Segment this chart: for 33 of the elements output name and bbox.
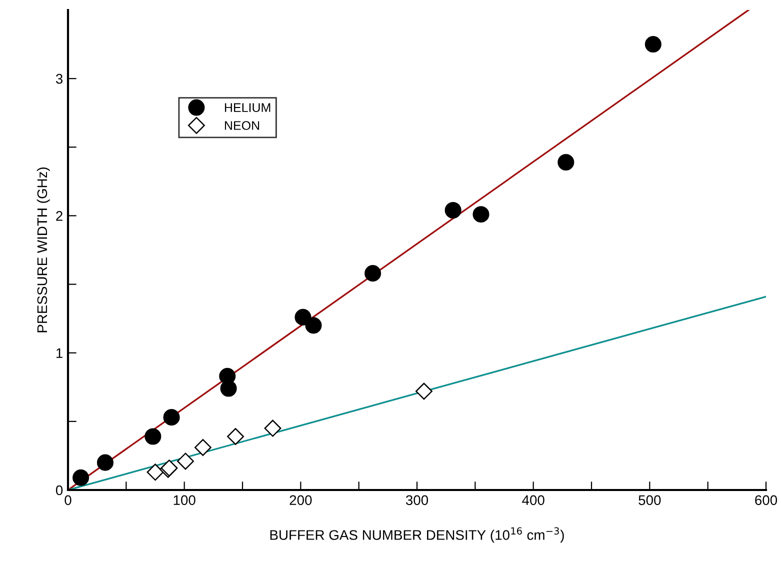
y-tick-label: 3 — [56, 74, 63, 84]
point — [194, 439, 212, 456]
y-tick-label: 1 — [56, 348, 62, 358]
point — [163, 409, 180, 426]
x-axis-title: BUFFER GAS NUMBER DENSITY (10$^{16}$ cm$^{−3}$) — [270, 527, 564, 543]
point — [416, 382, 432, 400]
point — [264, 420, 282, 437]
point — [144, 428, 162, 445]
x-tick-label: 500 — [638, 495, 661, 506]
x-tick-label: 200 — [290, 495, 312, 506]
x-tick-label: 100 — [174, 495, 196, 506]
x-tick-label: 300 — [406, 495, 428, 506]
x-tick-label: 0 — [64, 495, 72, 506]
x-tick-label: 600 — [755, 495, 778, 506]
legend-label: HELIUM — [224, 103, 270, 112]
x-tick-label: 400 — [522, 495, 544, 506]
point — [444, 202, 462, 218]
point — [644, 36, 662, 53]
y-tick-label: 0 — [56, 485, 63, 496]
point — [364, 265, 382, 282]
point — [96, 454, 114, 471]
y-tick-label: 2 — [56, 211, 62, 221]
point — [294, 308, 312, 326]
point — [72, 469, 90, 486]
point — [177, 452, 194, 470]
point — [305, 317, 322, 334]
point — [558, 154, 574, 170]
point — [472, 206, 490, 223]
legend-label: NEON — [224, 121, 260, 130]
point — [220, 380, 237, 397]
point — [227, 428, 244, 445]
y-axis-title: PRESSURE WIDTH (GHz) — [36, 168, 50, 332]
point — [146, 464, 164, 481]
